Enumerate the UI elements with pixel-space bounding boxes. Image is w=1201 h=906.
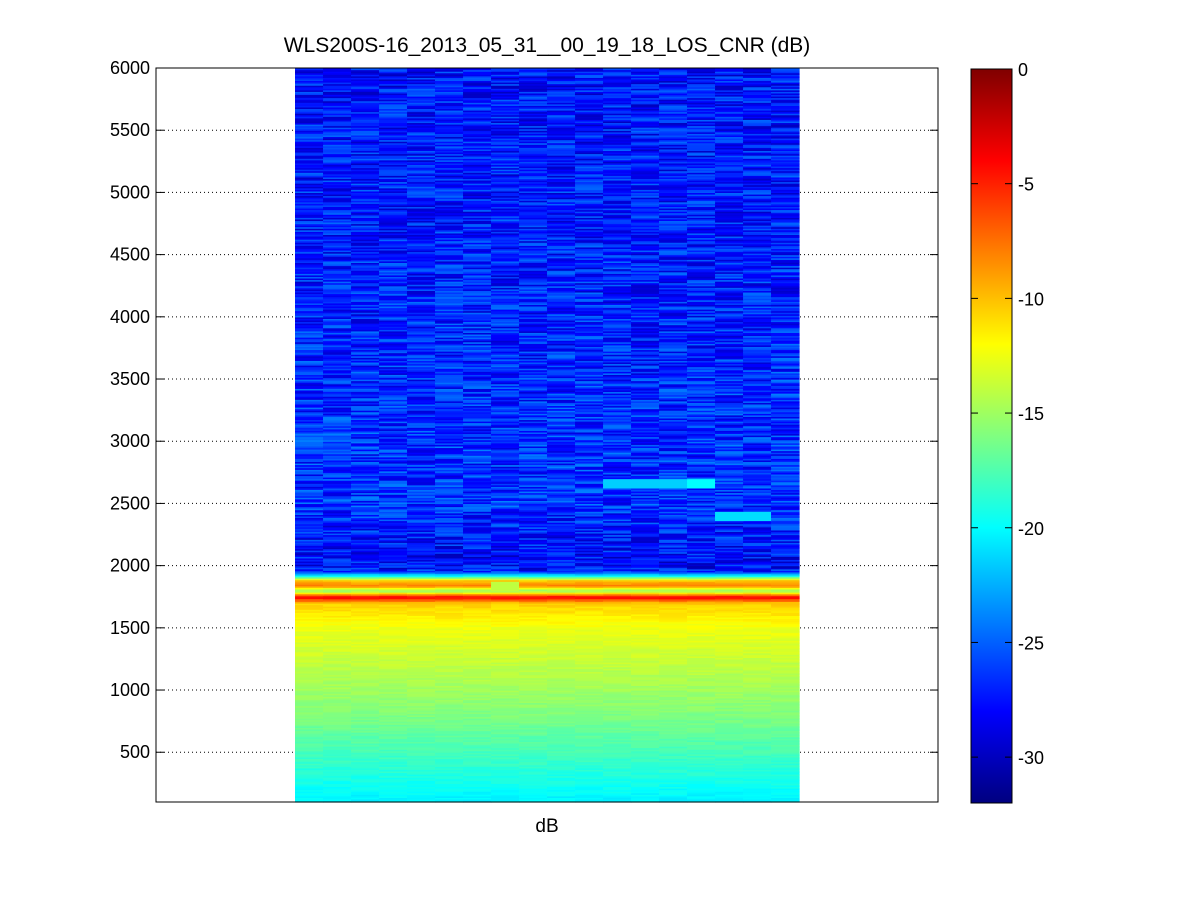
- heatmap-cells: [295, 68, 800, 803]
